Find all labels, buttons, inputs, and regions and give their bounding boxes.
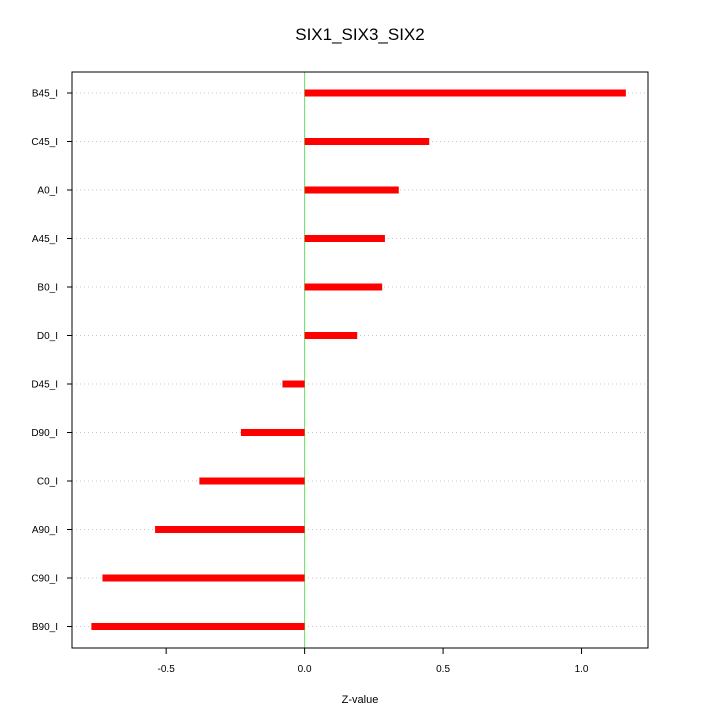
y-tick-label: D45_I — [31, 380, 58, 391]
y-tick-label: A45_I — [32, 234, 58, 245]
y-tick-label: D90_I — [31, 428, 58, 439]
y-tick-label: D0_I — [37, 331, 58, 342]
bar-A90_I — [155, 526, 305, 533]
x-tick-label: 0.5 — [436, 664, 450, 675]
bar-D90_I — [240, 429, 305, 436]
bar-D0_I — [304, 332, 358, 339]
bar-C45_I — [304, 138, 430, 145]
x-axis-label: Z-value — [342, 694, 379, 706]
x-tick-label: 0.0 — [298, 664, 312, 675]
bar-C0_I — [199, 477, 305, 485]
bar-B90_I — [91, 623, 305, 630]
y-tick-label: B45_I — [32, 89, 58, 100]
bar-C90_I — [102, 574, 305, 582]
y-tick-label: A90_I — [32, 525, 58, 536]
plot-frame — [71, 71, 649, 649]
bar-D45_I — [282, 380, 305, 388]
bar-A45_I — [304, 235, 385, 242]
bar-A0_I — [304, 186, 399, 194]
y-axis: B45_I C45_I A0_I A45_I B0_I D0_I D45_I D90_I C0_… — [31, 89, 72, 633]
y-tick-label: C45_I — [31, 137, 58, 148]
bar-B0_I — [304, 283, 383, 291]
x-tick-label: -0.5 — [158, 664, 176, 675]
y-tick-label: C90_I — [31, 574, 58, 585]
y-tick-label: B90_I — [32, 622, 58, 633]
y-tick-label: C0_I — [37, 477, 58, 488]
x-axis: -0.5 0.0 0.5 1.0 — [158, 648, 589, 675]
grid-lines — [72, 92, 648, 627]
chart-title: SIX1_SIX3_SIX2 — [295, 25, 424, 44]
x-tick-label: 1.0 — [575, 664, 589, 675]
bar-B45_I — [304, 89, 626, 97]
bars — [91, 89, 626, 630]
y-tick-label: B0_I — [37, 283, 58, 294]
y-tick-label: A0_I — [37, 186, 58, 197]
